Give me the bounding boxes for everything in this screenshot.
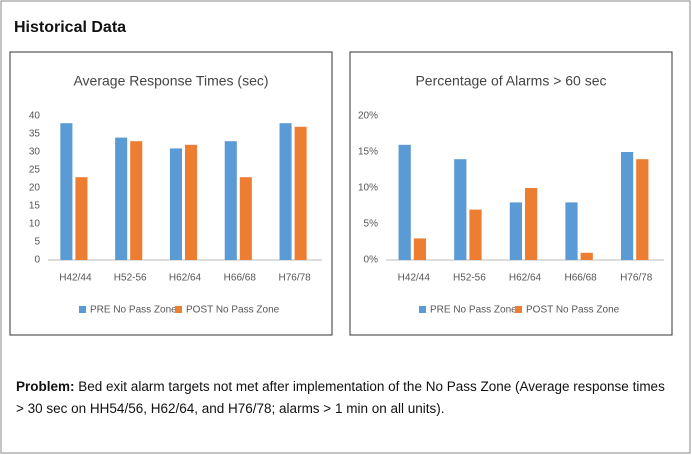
- bar: [509, 202, 522, 260]
- y-tick-label: 15: [29, 201, 41, 212]
- x-tick-label: H42/44: [398, 273, 431, 284]
- x-tick-label: H66/68: [224, 273, 257, 284]
- bar: [525, 188, 538, 260]
- bar: [398, 144, 411, 260]
- bar: [224, 141, 237, 260]
- chart-title: Average Response Times (sec): [73, 73, 268, 89]
- legend-label: PRE No Pass Zone: [430, 305, 517, 316]
- y-tick-label: 20: [29, 183, 41, 194]
- bar: [279, 123, 292, 260]
- bar: [115, 137, 128, 260]
- problem: Problem: Bed exit alarm targets not met …: [16, 376, 676, 420]
- y-tick-label: 5: [34, 237, 40, 248]
- legend-swatch: [79, 306, 86, 313]
- bar: [169, 148, 182, 260]
- y-tick-label: 5%: [364, 219, 379, 230]
- legend-swatch: [419, 306, 426, 313]
- chart-box: [349, 51, 673, 336]
- bar: [413, 238, 427, 260]
- legend-swatch: [515, 306, 522, 313]
- problem-text: Bed exit alarm targets not met after imp…: [16, 379, 665, 416]
- bar: [239, 177, 252, 260]
- heading: Historical Data: [14, 19, 126, 36]
- y-tick-label: 30: [29, 147, 41, 158]
- bar: [636, 159, 649, 260]
- problem-label: Problem:: [16, 379, 75, 394]
- y-tick-label: 15%: [358, 147, 378, 158]
- y-tick-label: 35: [29, 129, 41, 140]
- bar: [565, 202, 578, 260]
- y-tick-label: 20%: [358, 111, 378, 122]
- legend-label: POST No Pass Zone: [186, 305, 280, 316]
- bar: [60, 123, 73, 260]
- bar: [294, 126, 307, 260]
- bar: [454, 159, 467, 260]
- x-tick-label: H76/78: [620, 273, 653, 284]
- y-tick-label: 10%: [358, 183, 378, 194]
- bar: [469, 209, 482, 260]
- y-tick-label: 0: [34, 255, 40, 266]
- bar: [75, 177, 88, 260]
- x-tick-label: H62/64: [509, 273, 542, 284]
- y-tick-label: 25: [29, 165, 41, 176]
- y-tick-label: 0%: [364, 255, 379, 266]
- x-tick-label: H52-56: [114, 273, 147, 284]
- legend-swatch: [175, 306, 182, 313]
- bar: [130, 141, 143, 260]
- y-tick-label: 40: [29, 111, 41, 122]
- x-tick-label: H42/44: [59, 273, 92, 284]
- bar: [580, 252, 593, 260]
- chart-title: Percentage of Alarms > 60 sec: [415, 73, 606, 89]
- y-tick-label: 10: [29, 219, 41, 230]
- legend-label: POST No Pass Zone: [526, 305, 620, 316]
- x-tick-label: H76/78: [278, 273, 311, 284]
- x-tick-label: H62/64: [169, 273, 202, 284]
- bar: [185, 144, 198, 260]
- legend-label: PRE No Pass Zone: [90, 305, 177, 316]
- x-tick-label: H52-56: [453, 273, 486, 284]
- chart-box: [9, 51, 333, 336]
- bar: [620, 152, 634, 260]
- x-tick-label: H66/68: [564, 273, 597, 284]
